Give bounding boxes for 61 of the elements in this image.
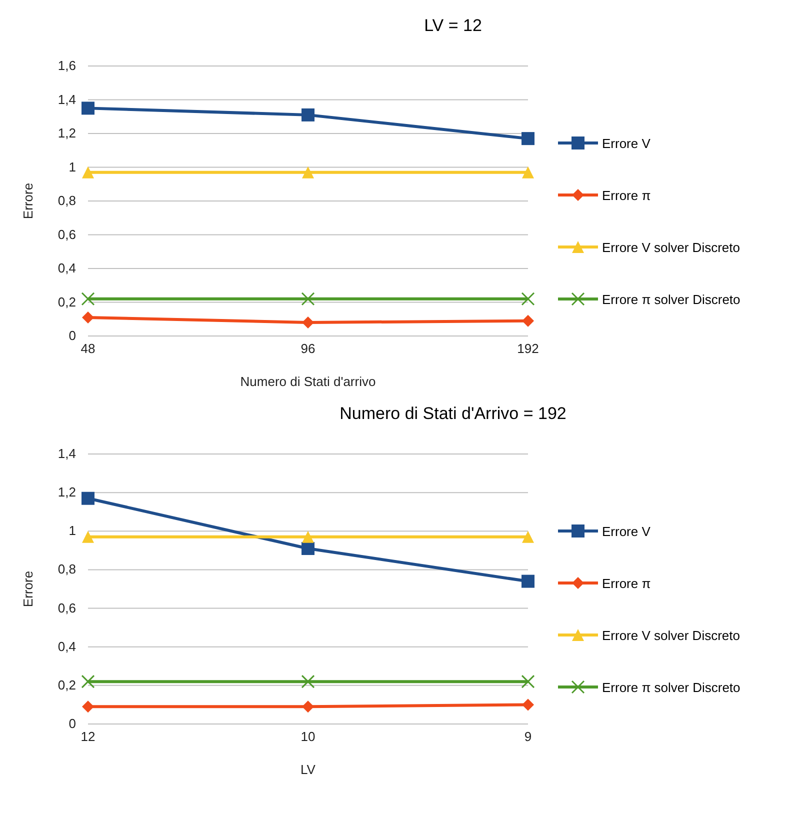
y-axis-title: Errore	[20, 570, 36, 608]
y-tick-label: 1,2	[58, 126, 76, 140]
point	[81, 292, 95, 306]
point	[521, 674, 535, 688]
x-tick-label: 10	[300, 729, 316, 744]
y-tick-label: 0,4	[58, 638, 76, 654]
legend-label: Errore π	[602, 188, 651, 202]
y-tick-label: 1,2	[58, 484, 76, 500]
point	[302, 542, 314, 555]
y-tick-label: 0,6	[58, 600, 76, 616]
y-tick-label: 1,4	[58, 92, 76, 107]
y-tick-label: 0,8	[58, 562, 76, 577]
legend-label: Errore π	[602, 576, 651, 590]
legend-label: Errore π solver Discreto	[602, 292, 740, 306]
legend-label: Errore V	[602, 524, 650, 538]
y-tick-label: 0	[68, 328, 76, 343]
y-tick-label: 1	[68, 159, 76, 174]
legend-label: Errore V solver Discreto	[602, 240, 740, 254]
point	[301, 674, 315, 688]
x-axis-title: Numero di Stati d'arrivo	[240, 374, 376, 389]
y-tick-label: 1,4	[58, 446, 76, 461]
y-tick-label: 0,8	[58, 193, 76, 208]
x-tick-label: 48	[80, 341, 96, 356]
point	[302, 316, 314, 328]
y-tick-label: 1	[68, 523, 76, 538]
point	[521, 292, 535, 306]
point	[302, 700, 314, 713]
point	[522, 574, 534, 588]
x-tick-label: 192	[517, 341, 539, 356]
x-tick-label: 12	[80, 729, 96, 744]
point	[82, 492, 94, 505]
chart-title: Numero di Stati d'Arrivo = 192	[338, 403, 568, 425]
y-tick-label: 1,6	[58, 58, 76, 73]
point	[82, 700, 94, 713]
point	[82, 311, 94, 324]
x-axis-title: LV	[300, 762, 316, 777]
x-tick-label: 9	[524, 729, 532, 744]
y-axis-title: Errore	[20, 182, 36, 220]
point	[302, 108, 314, 122]
y-tick-label: 0,6	[58, 226, 76, 242]
chart-title: LV = 12	[423, 15, 483, 37]
y-tick-label: 0,4	[58, 260, 76, 276]
legend-label: Errore V	[602, 136, 650, 150]
point	[522, 698, 534, 711]
point	[81, 674, 95, 688]
x-tick-label: 96	[300, 341, 316, 356]
point	[82, 166, 94, 178]
point	[522, 132, 534, 146]
y-tick-label: 0,2	[58, 677, 76, 692]
y-tick-label: 0	[68, 716, 76, 731]
point	[301, 292, 315, 306]
point	[522, 530, 534, 543]
point	[522, 314, 534, 327]
legend-label: Errore π solver Discreto	[602, 680, 740, 694]
point	[302, 530, 314, 543]
point	[82, 530, 94, 543]
point	[522, 166, 534, 178]
legend-label: Errore V solver Discreto	[602, 628, 740, 642]
point	[82, 102, 94, 115]
y-tick-label: 0,2	[58, 294, 76, 310]
point	[302, 166, 314, 178]
